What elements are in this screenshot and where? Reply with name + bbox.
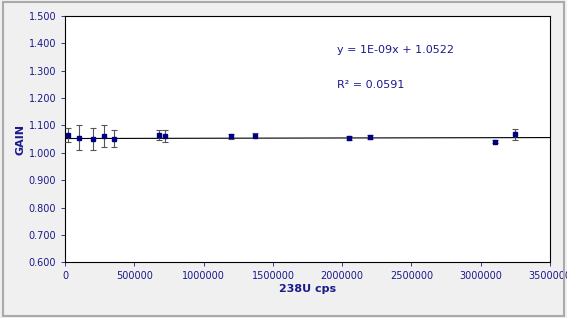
- Text: y = 1E-09x + 1.0522: y = 1E-09x + 1.0522: [337, 45, 454, 55]
- Text: R² = 0.0591: R² = 0.0591: [337, 80, 404, 90]
- X-axis label: 238U cps: 238U cps: [279, 284, 336, 294]
- Y-axis label: GAIN: GAIN: [16, 124, 26, 155]
